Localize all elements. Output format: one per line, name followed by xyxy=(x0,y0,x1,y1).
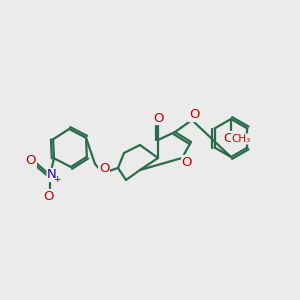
Text: N: N xyxy=(47,169,57,182)
Text: O: O xyxy=(189,109,199,122)
Text: O: O xyxy=(182,155,192,169)
Text: O: O xyxy=(99,163,109,176)
Text: O: O xyxy=(43,190,53,202)
Text: O: O xyxy=(224,131,234,145)
Text: CH₃: CH₃ xyxy=(231,134,250,144)
Text: O: O xyxy=(26,154,36,167)
Text: O: O xyxy=(153,112,163,124)
Text: +: + xyxy=(53,175,61,184)
